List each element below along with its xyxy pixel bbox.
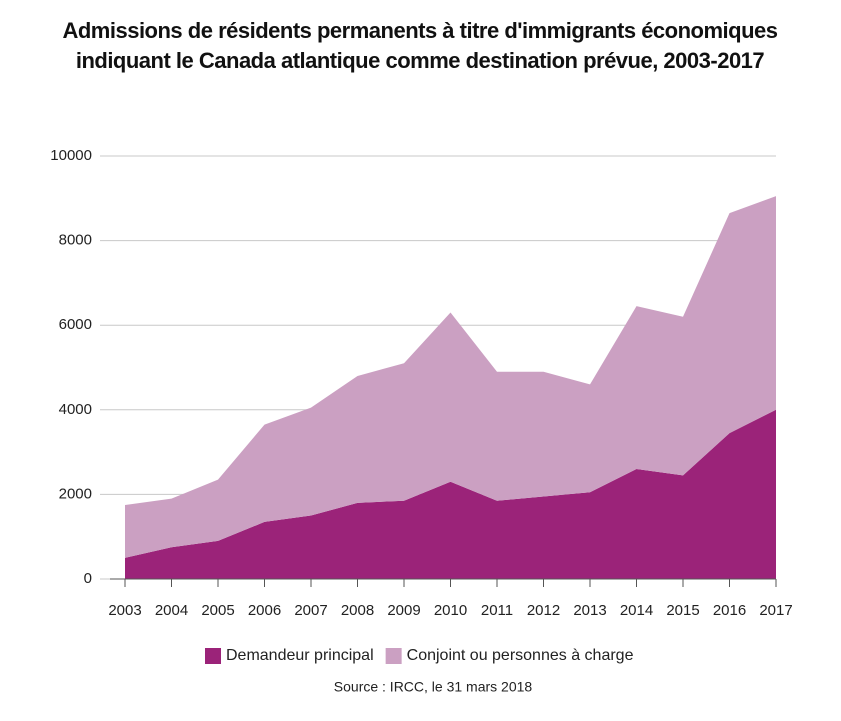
x-tick-label: 2004 [155,602,188,619]
x-tick-label: 2005 [201,602,234,619]
x-tick-label: 2003 [108,602,141,619]
x-tick-label: 2007 [294,602,327,619]
x-tick-label: 2017 [759,602,792,619]
x-tick-label: 2006 [248,602,281,619]
x-tick-label: 2012 [527,602,560,619]
x-tick-label: 2010 [434,602,467,619]
y-tick-label: 4000 [59,401,92,418]
x-tick-label: 2015 [666,602,699,619]
y-tick-label: 10000 [50,147,92,164]
area [125,409,776,579]
legend-swatch [205,648,221,664]
y-tick-label: 2000 [59,485,92,502]
y-tick-label: 8000 [59,232,92,249]
area [125,196,776,558]
x-tick-label: 2016 [713,602,746,619]
legend-label: Demandeur principal [226,647,374,664]
x-tick-label: 2014 [620,602,653,619]
y-tick-label: 6000 [59,316,92,333]
y-tick-label: 0 [84,570,92,587]
x-tick-label: 2013 [573,602,606,619]
legend-swatch [385,648,402,664]
legend-label: Conjoint ou personnes à charge [407,647,634,664]
x-tick-label: 2011 [481,602,513,619]
chart-title: Admissions de résidents permanents à tit… [62,18,778,73]
x-tick-label: 2008 [341,602,374,619]
source-note: Source : IRCC, le 31 mars 2018 [334,679,533,695]
x-tick-label: 2009 [387,602,420,619]
